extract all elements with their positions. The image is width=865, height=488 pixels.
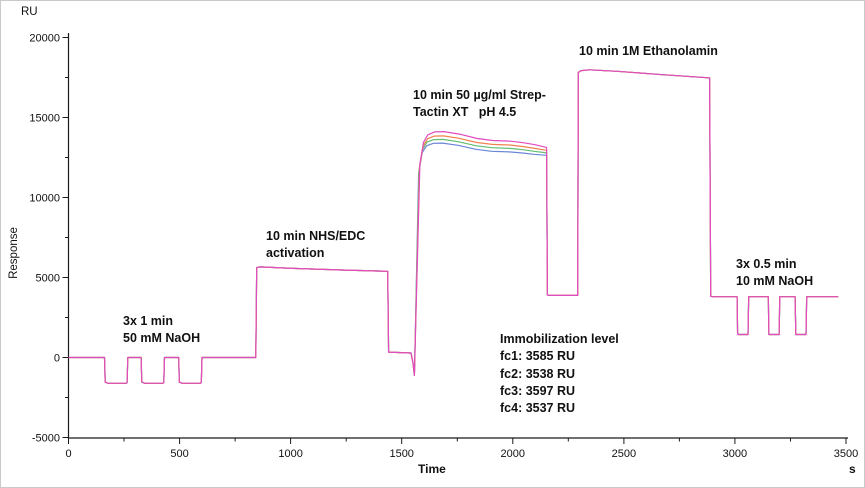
y-tick-label: 20000 (29, 33, 60, 45)
x-tick-label: 0 (65, 448, 71, 460)
annotation-naoh-1: 3x 1 min 50 mM NaOH (123, 314, 201, 346)
annotation-ethanolamine: 10 min 1M Ethanolamin (579, 44, 718, 58)
x-axis-unit-label: s (849, 462, 856, 476)
x-tick-label: 2000 (501, 448, 525, 460)
y-tick-label: 0 (54, 353, 60, 365)
annotation-strep-tactin: 10 min 50 µg/ml Strep- Tactin XT pH 4.5 (413, 88, 546, 120)
y-axis-unit-label: RU (21, 6, 38, 18)
y-tick-label: 15000 (29, 113, 60, 125)
x-tick-label: 3500 (834, 448, 858, 460)
y-axis-title: Response (8, 227, 20, 279)
y-tick-label: 5000 (36, 273, 60, 285)
x-tick-label: 500 (170, 448, 188, 460)
annotation-naoh-2: 3x 0.5 min 10 mM NaOH (736, 257, 814, 289)
y-tick-label: -5000 (32, 433, 60, 445)
x-tick-label: 1000 (278, 448, 302, 460)
curve-series-pink (68, 69, 839, 384)
x-axis-title: Time (418, 462, 446, 476)
x-tick-label: 3000 (723, 448, 747, 460)
x-tick-label: 1500 (389, 448, 413, 460)
annotation-nhs-edc: 10 min NHS/EDC activation (266, 229, 366, 261)
annotation-immobilization-levels: Immobilization level fc1: 3585 RU fc2: 3… (500, 332, 619, 415)
y-tick-label: 10000 (29, 193, 60, 205)
x-tick-label: 2500 (612, 448, 636, 460)
